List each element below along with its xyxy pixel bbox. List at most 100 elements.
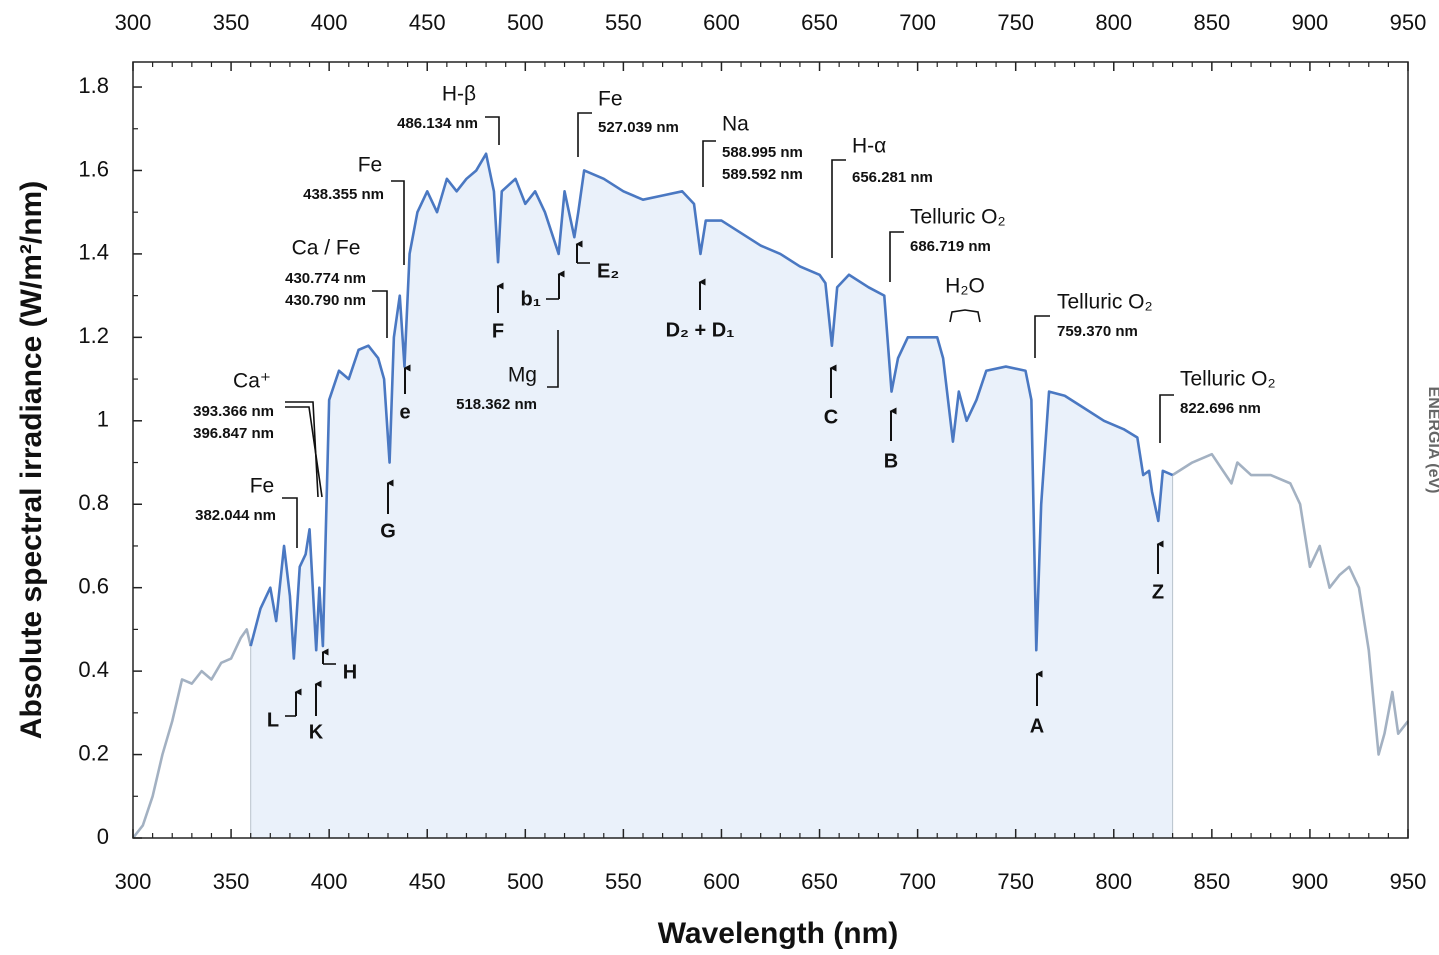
x-tick-label: 950 xyxy=(1390,869,1427,894)
annotation-detail: 396.847 nm xyxy=(193,425,274,442)
line-letter: A xyxy=(1030,715,1044,737)
annotation-connector xyxy=(282,497,298,548)
line-letter: H xyxy=(343,661,357,683)
annotation-name: Ca⁺ xyxy=(233,370,271,393)
x-top-tick-label: 400 xyxy=(311,10,348,35)
x-top-tick-label: 750 xyxy=(997,10,1034,35)
annotation-name: Telluric O₂ xyxy=(1180,368,1276,391)
annotation-connector xyxy=(285,406,323,498)
x-top-tick-label: 450 xyxy=(409,10,446,35)
x-top-tick-label: 600 xyxy=(703,10,740,35)
line-letter: L xyxy=(267,709,279,731)
y-tick-label: 0.6 xyxy=(78,573,109,598)
annotation-connector xyxy=(391,180,405,265)
annotation-detail: 518.362 nm xyxy=(456,396,537,413)
x-tick-label: 350 xyxy=(213,869,250,894)
y-axis-title: Absolute spectral irradiance (W/m²/nm) xyxy=(15,181,48,739)
x-top-tick-label: 700 xyxy=(899,10,936,35)
x-tick-label: 750 xyxy=(997,869,1034,894)
annotation-detail: 438.355 nm xyxy=(303,186,384,203)
annotation-name: Mg xyxy=(508,364,537,387)
x-tick-label: 550 xyxy=(605,869,642,894)
y-tick-label: 1.2 xyxy=(78,323,109,348)
y-tick-label: 0.8 xyxy=(78,490,109,515)
plot-area xyxy=(131,152,1410,839)
annotation-detail: 588.995 nm xyxy=(722,144,803,161)
annotation-name: Telluric O₂ xyxy=(1057,291,1153,314)
annotation-name: H₂O xyxy=(945,275,985,298)
y-tick-label: 1 xyxy=(97,407,109,432)
spectrum-line xyxy=(131,452,1410,839)
x-tick-label: 450 xyxy=(409,869,446,894)
x-top-tick-label: 500 xyxy=(507,10,544,35)
x-tick-label: 700 xyxy=(899,869,936,894)
side-label: ENERGIA (eV) xyxy=(1425,387,1439,494)
line-letter: b₁ xyxy=(521,288,542,310)
line-letter: Z xyxy=(1152,581,1164,603)
y-tick-label: 0.2 xyxy=(78,740,109,765)
annotation-name: Fe xyxy=(358,154,383,177)
spectrum-line xyxy=(249,152,1174,660)
plot-frame xyxy=(132,61,1409,839)
annotation-detail: 430.774 nm xyxy=(285,270,366,287)
x-top-tick-label: 350 xyxy=(213,10,250,35)
line-letter: B xyxy=(884,450,898,472)
annotation-name: Na xyxy=(722,113,749,136)
annotation-name: Fe xyxy=(598,88,623,111)
annotation-name: Telluric O₂ xyxy=(910,206,1006,229)
annotation-name: Ca / Fe xyxy=(292,237,361,260)
annotation-connector xyxy=(485,116,500,145)
line-letter: e xyxy=(399,401,410,423)
annotation-connector xyxy=(1034,315,1050,358)
x-top-tick-label: 900 xyxy=(1292,10,1329,35)
x-tick-label: 300 xyxy=(115,869,152,894)
x-tick-label: 650 xyxy=(801,869,838,894)
x-axis-title: Wavelength (nm) xyxy=(658,917,899,950)
x-top-tick-label: 650 xyxy=(801,10,838,35)
annotation-detail: 589.592 nm xyxy=(722,166,803,183)
annotation-name: H-α xyxy=(852,135,886,158)
y-tick-label: 1.6 xyxy=(78,156,109,181)
x-top-tick-label: 950 xyxy=(1390,10,1427,35)
annotation-connector xyxy=(285,401,319,498)
annotation-detail: 822.696 nm xyxy=(1180,400,1261,417)
annotation-detail: 527.039 nm xyxy=(598,119,679,136)
annotation-connector xyxy=(702,140,716,187)
x-tick-label: 850 xyxy=(1193,869,1230,894)
x-tick-label: 400 xyxy=(311,869,348,894)
annotation-connector xyxy=(1159,394,1174,443)
x-top-tick-label: 850 xyxy=(1193,10,1230,35)
y-tick-label: 0.4 xyxy=(78,657,109,682)
annotation-connector xyxy=(949,309,981,323)
y-tick-label: 0 xyxy=(97,824,109,849)
x-tick-label: 900 xyxy=(1292,869,1329,894)
line-letter: C xyxy=(824,406,838,428)
x-top-tick-label: 800 xyxy=(1095,10,1132,35)
x-top-tick-label: 550 xyxy=(605,10,642,35)
annotation-name: Fe xyxy=(250,475,275,498)
annotation-connector xyxy=(831,159,846,258)
annotation-detail: 382.044 nm xyxy=(195,507,276,524)
line-letter: F xyxy=(492,320,504,342)
annotation-detail: 759.370 nm xyxy=(1057,323,1138,340)
annotation-detail: 430.790 nm xyxy=(285,292,366,309)
x-tick-label: 600 xyxy=(703,869,740,894)
line-letter: E₂ xyxy=(597,260,619,282)
annotation-connector xyxy=(577,112,592,157)
line-letter: K xyxy=(309,721,324,743)
line-letter: G xyxy=(380,520,396,542)
annotation-connector xyxy=(547,330,559,388)
line-letter: D₂ + D₁ xyxy=(666,319,735,341)
annotation-name: H-β xyxy=(442,83,476,106)
x-tick-label: 800 xyxy=(1095,869,1132,894)
y-tick-label: 1.4 xyxy=(78,240,109,265)
x-top-tick-label: 300 xyxy=(115,10,152,35)
annotation-connector xyxy=(372,290,388,338)
annotation-detail: 486.134 nm xyxy=(397,115,478,132)
annotation-connector xyxy=(889,231,904,282)
y-tick-label: 1.8 xyxy=(78,73,109,98)
annotation-detail: 393.366 nm xyxy=(193,403,274,420)
x-tick-label: 500 xyxy=(507,869,544,894)
annotation-detail: 656.281 nm xyxy=(852,169,933,186)
